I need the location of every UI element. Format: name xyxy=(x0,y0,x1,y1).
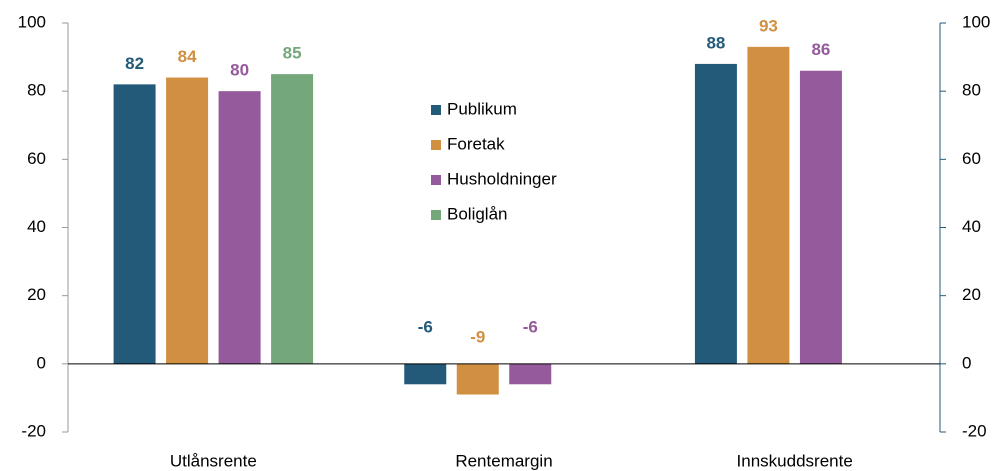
value-label: 93 xyxy=(759,16,778,35)
value-label: 85 xyxy=(283,44,302,63)
y2-tick-label: 60 xyxy=(962,149,981,168)
bar xyxy=(113,84,156,364)
y2-tick-label: -20 xyxy=(962,421,987,440)
legend-swatch xyxy=(431,105,441,115)
x-tick-label: Innskuddsrente xyxy=(737,451,853,470)
legend-swatch xyxy=(431,140,441,150)
value-label: 82 xyxy=(125,54,144,73)
value-label: 80 xyxy=(230,61,249,80)
legend-label: Publikum xyxy=(447,99,517,118)
value-label: 84 xyxy=(178,47,197,66)
y2-tick-label: 80 xyxy=(962,81,981,100)
legend-label: Foretak xyxy=(447,134,505,153)
bar xyxy=(799,70,842,364)
bar xyxy=(166,77,209,364)
bar xyxy=(218,91,261,364)
legend-swatch xyxy=(431,175,441,185)
y2-tick-label: 0 xyxy=(962,353,971,372)
bar xyxy=(694,63,737,364)
bar xyxy=(404,363,447,385)
y-tick-label: 100 xyxy=(18,12,46,31)
bar xyxy=(271,74,314,364)
y2-tick-label: 20 xyxy=(962,285,981,304)
value-label: 86 xyxy=(811,40,830,59)
y-tick-label: -20 xyxy=(21,421,46,440)
y-tick-label: 60 xyxy=(27,149,46,168)
y-tick-label: 40 xyxy=(27,217,46,236)
y-tick-label: 0 xyxy=(37,353,46,372)
bar xyxy=(456,363,499,395)
y-tick-label: 20 xyxy=(27,285,46,304)
bar xyxy=(747,46,790,364)
y2-tick-label: 100 xyxy=(962,12,990,31)
x-tick-label: Rentemargin xyxy=(455,451,552,470)
y-tick-label: 80 xyxy=(27,81,46,100)
value-label: 88 xyxy=(706,33,725,52)
y2-tick-label: 40 xyxy=(962,217,981,236)
value-label: -9 xyxy=(470,327,485,346)
bar xyxy=(509,363,552,385)
value-label: -6 xyxy=(523,317,538,336)
value-label: -6 xyxy=(418,317,433,336)
legend-swatch xyxy=(431,210,441,220)
legend-label: Boliglån xyxy=(447,204,508,223)
legend-label: Husholdninger xyxy=(447,169,557,188)
x-tick-label: Utlånsrente xyxy=(170,451,257,470)
